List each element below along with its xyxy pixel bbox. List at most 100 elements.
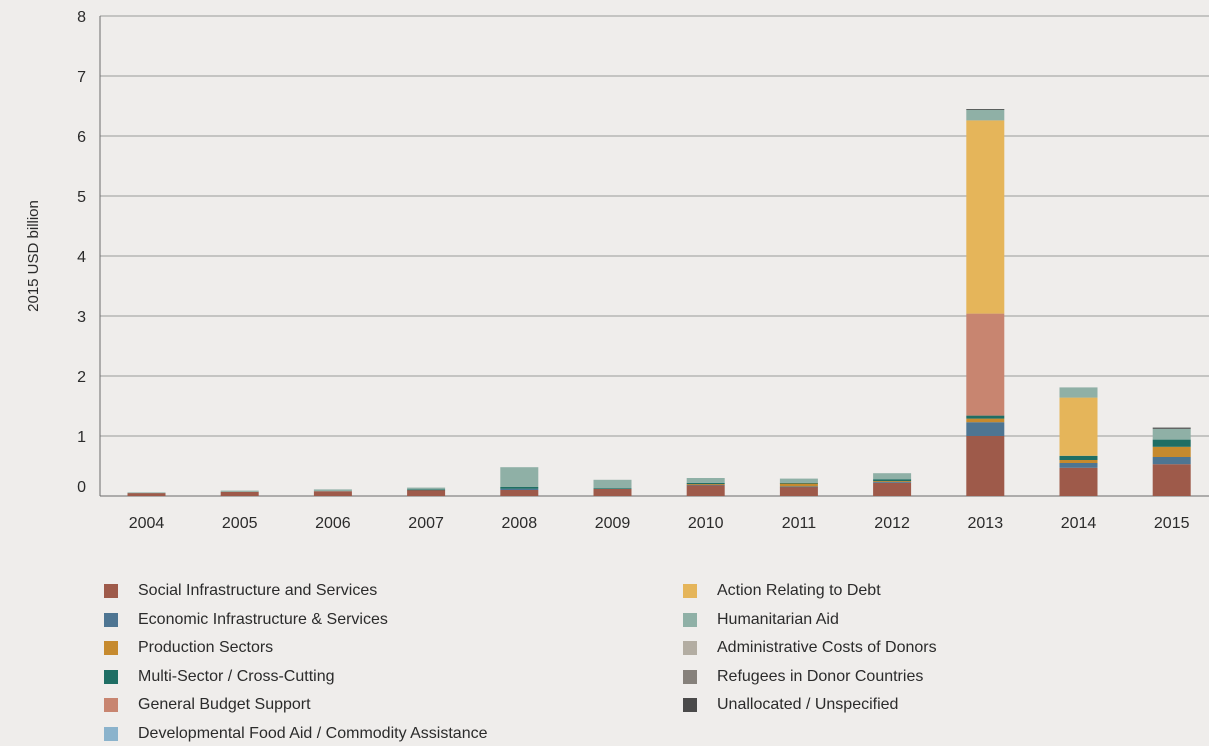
- bar-segment: [220, 490, 259, 492]
- y-tick-label: 2: [77, 369, 86, 386]
- y-tick-label: 8: [77, 9, 86, 26]
- x-axis-ticks: 2004 2005 2006 2007 2008 2009 2010 2011 2012 2013…: [129, 515, 1190, 532]
- x-tick-label: 2009: [595, 515, 631, 532]
- bar-segment: [1152, 439, 1191, 447]
- legend-item: Unallocated / Unspecified: [683, 696, 898, 714]
- bar-segment: [220, 491, 259, 496]
- legend-label: Action Relating to Debt: [717, 582, 881, 599]
- bar-segment: [593, 479, 632, 489]
- bar-segment: [966, 436, 1005, 496]
- x-tick-label: 2008: [502, 515, 538, 532]
- legend-label: Social Infrastructure and Services: [138, 582, 378, 599]
- bar-segment: [966, 109, 1005, 121]
- legend-item: Multi-Sector / Cross-Cutting: [104, 668, 335, 686]
- bar-segment: [686, 485, 725, 496]
- legend-label: Refugees in Donor Countries: [717, 667, 924, 685]
- y-tick-label: 3: [77, 309, 86, 326]
- bar-segment: [407, 487, 446, 490]
- x-tick-label: 2013: [968, 515, 1004, 532]
- legend-item: Humanitarian Aid: [683, 611, 839, 629]
- bar-segment: [593, 488, 632, 489]
- gridlines: [99, 15, 1209, 497]
- bar-segment: [686, 482, 725, 484]
- bar-segment: [779, 482, 818, 484]
- legend-item: Refugees in Donor Countries: [683, 668, 923, 686]
- bar-segment: [1059, 463, 1098, 468]
- legend-swatch: [683, 698, 697, 712]
- y-axis-title: 2015 USD billion: [25, 200, 42, 312]
- legend-swatch: [683, 669, 697, 684]
- legend-label: Developmental Food Aid / Commodity Assis…: [138, 724, 488, 742]
- bar-segment: [1152, 464, 1191, 496]
- legend-item: General Budget Support: [104, 696, 311, 714]
- bar-segment: [966, 313, 1005, 416]
- x-tick-label: 2006: [315, 515, 351, 532]
- bar-segment: [966, 109, 1005, 110]
- legend-label: Multi-Sector / Cross-Cutting: [138, 667, 335, 685]
- y-tick-label: 5: [77, 189, 86, 206]
- legend-item: Economic Infrastructure & Services: [104, 611, 388, 629]
- legend-item: Production Sectors: [104, 639, 273, 657]
- x-tick-label: 2012: [874, 515, 910, 532]
- x-tick-label: 2010: [688, 515, 724, 532]
- legend-swatch: [104, 669, 118, 684]
- bar-segment: [127, 492, 166, 494]
- legend-item: Developmental Food Aid / Commodity Assis…: [104, 725, 488, 743]
- bar-segment: [500, 487, 539, 489]
- bar-segment: [966, 422, 1005, 436]
- bar-segment: [407, 489, 446, 491]
- bar-segment: [1059, 455, 1098, 460]
- bar-segment: [1152, 446, 1191, 457]
- bar-segment: [500, 490, 539, 496]
- bar-segment: [779, 478, 818, 483]
- bar-segment: [873, 481, 912, 482]
- bar-segment: [779, 486, 818, 488]
- bar-segment: [779, 487, 818, 496]
- legend-item: Administrative Costs of Donors: [683, 639, 937, 657]
- legend-swatch: [104, 641, 118, 655]
- bar-segment: [313, 491, 352, 496]
- bar-segment: [1152, 457, 1191, 465]
- y-tick-label: 0: [77, 479, 86, 496]
- legend-swatch: [104, 612, 118, 627]
- y-axis-ticks: 0 1 2 3 4 5 6 7 8: [77, 9, 86, 496]
- bar-segment: [1059, 467, 1098, 496]
- bars: [127, 109, 1191, 496]
- bar-segment: [966, 415, 1005, 419]
- bar-segment: [686, 484, 725, 486]
- y-tick-label: 1: [77, 429, 86, 446]
- legend-label: Humanitarian Aid: [717, 610, 839, 628]
- bar-segment: [966, 120, 1005, 314]
- bar-segment: [593, 488, 632, 496]
- bar-segment: [873, 482, 912, 496]
- bar-segment: [1059, 387, 1098, 398]
- legend-item: Social Infrastructure and Services: [104, 582, 377, 600]
- legend-label: Economic Infrastructure & Services: [138, 610, 388, 628]
- y-tick-label: 6: [77, 129, 86, 146]
- x-tick-label: 2007: [408, 515, 444, 532]
- bar-segment: [686, 484, 725, 485]
- legend-item: Action Relating to Debt: [683, 582, 881, 600]
- bar-segment: [873, 479, 912, 481]
- legend-swatch: [683, 641, 697, 655]
- legend-swatch: [104, 584, 118, 598]
- legend-label: Administrative Costs of Donors: [717, 639, 937, 656]
- bar-segment: [407, 490, 446, 496]
- x-tick-label: 2015: [1154, 515, 1190, 532]
- legend-swatch: [683, 584, 697, 598]
- x-tick-label: 2011: [782, 515, 817, 532]
- legend-label: General Budget Support: [138, 696, 311, 713]
- bar-segment: [1059, 460, 1098, 463]
- y-tick-label: 7: [77, 69, 86, 86]
- legend-label: Unallocated / Unspecified: [717, 696, 899, 713]
- bar-segment: [1152, 428, 1191, 440]
- x-tick-label: 2005: [222, 515, 258, 532]
- legend-swatch: [104, 726, 118, 741]
- x-tick-label: 2004: [129, 515, 165, 532]
- bar-segment: [1152, 427, 1191, 429]
- bar-segment: [779, 483, 818, 487]
- bar-segment: [1059, 397, 1098, 456]
- bar-segment: [873, 481, 912, 483]
- bar-segment: [966, 418, 1005, 423]
